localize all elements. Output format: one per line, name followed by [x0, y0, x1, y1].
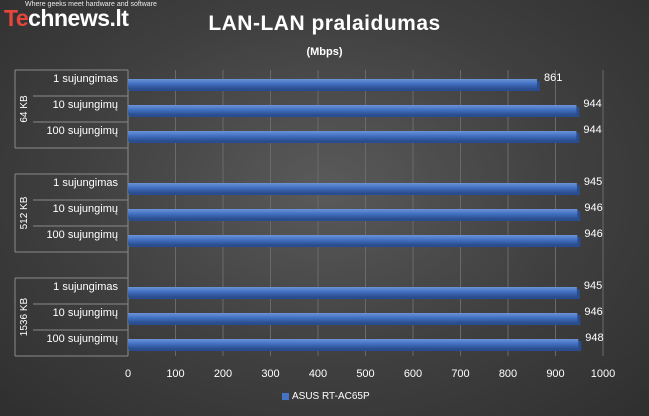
bar: [128, 131, 577, 141]
chart-legend: ASUS RT-AC65P: [282, 391, 370, 402]
x-tick-label: 600: [404, 368, 422, 380]
group-label: 64 KB: [19, 95, 30, 123]
data-label: 948: [585, 332, 603, 344]
site-tagline: Where geeks meet hardware and software: [25, 1, 157, 8]
x-tick-label: 300: [261, 368, 279, 380]
category-label: 100 sujungimų: [46, 229, 118, 241]
category-label: 100 sujungimų: [46, 125, 118, 137]
data-label: 945: [584, 176, 602, 188]
bar: [128, 209, 578, 219]
x-tick-label: 1000: [591, 368, 615, 380]
category-label: 1 sujungimas: [53, 73, 118, 85]
x-tick-label: 200: [214, 368, 232, 380]
site-logo: Where geeks meet hardware and software T…: [0, 0, 190, 34]
bar: [128, 235, 578, 245]
x-tick-label: 900: [546, 368, 564, 380]
category-label: 1 sujungimas: [53, 177, 118, 189]
x-tick-label: 0: [125, 368, 131, 380]
data-label: 945: [584, 280, 602, 292]
legend-series-name: ASUS RT-AC65P: [292, 391, 370, 402]
chart-subtitle: (Mbps): [306, 46, 343, 58]
bar: [128, 79, 537, 89]
data-label: 944: [583, 98, 601, 110]
logo-te: Te: [4, 5, 29, 31]
x-tick-label: 700: [451, 368, 469, 380]
chart-title: LAN-LAN pralaidumas: [208, 12, 441, 35]
legend-swatch: [282, 393, 289, 400]
data-label: 946: [584, 202, 602, 214]
group-label: 1536 KB: [19, 297, 30, 336]
data-label: 946: [584, 306, 602, 318]
x-tick-label: 500: [356, 368, 374, 380]
category-label: 100 sujungimų: [46, 333, 118, 345]
logo-rest: chnews.lt: [28, 5, 129, 31]
bar: [128, 339, 579, 349]
category-label: 10 sujungimų: [53, 203, 118, 215]
data-label: 946: [584, 228, 602, 240]
category-label: 10 sujungimų: [53, 99, 118, 111]
x-tick-label: 400: [309, 368, 327, 380]
bar: [128, 105, 577, 115]
category-label: 10 sujungimų: [53, 307, 118, 319]
group-label: 512 KB: [19, 196, 30, 229]
x-tick-label: 800: [499, 368, 517, 380]
bar: [128, 183, 577, 193]
category-label: 1 sujungimas: [53, 281, 118, 293]
x-tick-label: 100: [166, 368, 184, 380]
site-logo-text: Technews.lt: [4, 5, 129, 32]
data-label: 944: [583, 124, 601, 136]
bar: [128, 287, 577, 297]
bar: [128, 313, 578, 323]
data-label: 861: [544, 72, 562, 84]
